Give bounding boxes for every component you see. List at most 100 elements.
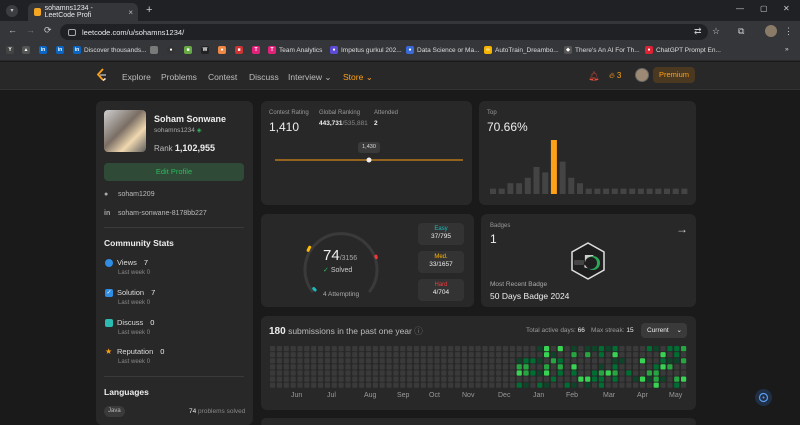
bookmark-chatgpt-prompt[interactable]: ● ChatGPT Prompt En... bbox=[645, 46, 721, 54]
bookmark-icon-2[interactable]: ▲ bbox=[22, 46, 30, 54]
heatmap-cell bbox=[352, 364, 358, 370]
nav-interview[interactable]: Interview ⌄ bbox=[288, 72, 332, 82]
month-label: Apr bbox=[637, 392, 648, 399]
forward-button[interactable]: → bbox=[26, 25, 35, 35]
new-tab-button[interactable]: + bbox=[146, 4, 153, 16]
site-info-icon[interactable] bbox=[68, 28, 76, 36]
bookmark-data-science[interactable]: ● Data Science or Ma... bbox=[406, 46, 480, 54]
heatmap-cell bbox=[667, 364, 673, 370]
leetcode-logo-icon[interactable] bbox=[95, 68, 107, 82]
nav-explore[interactable]: Explore bbox=[122, 72, 151, 82]
bookmark-icon-3[interactable]: in bbox=[39, 46, 47, 54]
recent-badge-label: Most Recent Badge bbox=[490, 281, 548, 288]
heatmap-cell bbox=[544, 382, 550, 388]
heatmap-cell bbox=[324, 346, 330, 352]
heatmap-cell bbox=[276, 376, 283, 382]
notification-bell-icon[interactable]: 🔔︎ bbox=[588, 71, 600, 81]
heatmap-cell bbox=[468, 376, 474, 382]
50-days-badge-icon[interactable]: 5 bbox=[570, 242, 606, 280]
rating-line-chart[interactable] bbox=[275, 154, 465, 166]
back-button[interactable]: ← bbox=[8, 25, 17, 35]
bookmark-icon-8[interactable]: ● bbox=[218, 46, 226, 54]
bookmark-star-icon[interactable]: ☆ bbox=[712, 26, 721, 36]
heatmap-cell bbox=[311, 370, 317, 376]
heatmap-cell bbox=[345, 376, 351, 382]
chat-help-button[interactable] bbox=[755, 389, 772, 406]
leetcode-favicon-icon bbox=[34, 8, 41, 16]
year-filter-dropdown[interactable]: Current ⌄ bbox=[641, 323, 687, 338]
heatmap-cell bbox=[646, 382, 652, 388]
heatmap-cell bbox=[331, 358, 337, 364]
more-bookmarks-icon[interactable]: » bbox=[785, 46, 789, 53]
heatmap-cell bbox=[454, 376, 461, 382]
heatmap-cell bbox=[660, 358, 666, 364]
heatmap-cell bbox=[413, 382, 420, 388]
bookmark-icon-9[interactable]: ■ bbox=[235, 46, 243, 54]
close-tab-icon[interactable]: × bbox=[128, 7, 133, 17]
heatmap-cell bbox=[372, 352, 378, 358]
heatmap-cell bbox=[365, 382, 372, 388]
heatmap-cell bbox=[420, 382, 426, 388]
heatmap-cell bbox=[338, 364, 344, 370]
chrome-menu-icon[interactable]: ⋮ bbox=[784, 26, 793, 36]
rating-histogram[interactable] bbox=[486, 140, 688, 196]
streak-counter[interactable]: 🔥︎ 3 bbox=[609, 71, 622, 80]
bookmark-ai-for-that[interactable]: ◆ There's An AI For Th... bbox=[564, 46, 640, 54]
nav-contest[interactable]: Contest bbox=[208, 72, 238, 82]
browser-profile-avatar[interactable] bbox=[765, 25, 777, 37]
address-bar[interactable]: leetcode.com/u/sohamns1234/ bbox=[60, 24, 708, 40]
bookmark-discover[interactable]: in Discover thousands... bbox=[73, 46, 147, 54]
nav-discuss[interactable]: Discuss bbox=[249, 72, 279, 82]
submission-heatmap[interactable] bbox=[270, 346, 688, 388]
heatmap-cell bbox=[304, 346, 310, 352]
heatmap-cell bbox=[454, 382, 461, 388]
bookmark-icon-1[interactable]: Y bbox=[6, 46, 14, 54]
histogram-bar bbox=[681, 188, 688, 194]
bookmark-impetus[interactable]: ● Impetus gurkul 202... bbox=[330, 46, 402, 54]
user-avatar[interactable] bbox=[635, 68, 649, 82]
histogram-bar bbox=[664, 188, 670, 194]
linkedin-link[interactable]: in soham-sonwane-8178bb227 bbox=[104, 210, 207, 217]
heatmap-cell bbox=[276, 358, 283, 364]
bookmark-autotrain[interactable]: ∞ AutoTrain_Dreambo... bbox=[484, 46, 559, 54]
solved-progress-ring[interactable] bbox=[297, 224, 385, 300]
bookmark-team-analytics[interactable]: T Team Analytics bbox=[268, 46, 322, 54]
github-bookmark-icon[interactable]: ● bbox=[167, 46, 175, 54]
heatmap-cell bbox=[639, 370, 646, 376]
nav-store[interactable]: Store ⌄ bbox=[343, 72, 373, 82]
bookmark-icon-4[interactable]: in bbox=[56, 46, 64, 54]
heatmap-cell bbox=[489, 364, 495, 370]
heatmap-cell bbox=[317, 364, 324, 370]
heatmap-cell bbox=[502, 376, 509, 382]
github-link[interactable]: ● soham1209 bbox=[104, 191, 155, 198]
arrow-right-icon[interactable]: → bbox=[676, 222, 688, 236]
bookmark-icon-6[interactable]: ■ bbox=[184, 46, 192, 54]
heatmap-cell bbox=[605, 346, 611, 352]
month-label: Sep bbox=[397, 392, 410, 399]
heatmap-cell bbox=[359, 364, 365, 370]
heatmap-cell bbox=[646, 346, 652, 352]
tab-search-button[interactable]: ▾ bbox=[6, 5, 18, 17]
browser-tab[interactable]: sohamns1234 - LeetCode Profi × bbox=[28, 3, 138, 21]
github-icon: ● bbox=[104, 191, 109, 198]
translate-icon[interactable]: ⇄ bbox=[694, 26, 702, 36]
close-window-button[interactable]: ✕ bbox=[783, 4, 790, 13]
minimize-button[interactable]: — bbox=[736, 4, 744, 13]
heatmap-cell bbox=[420, 346, 426, 352]
heatmap-cell bbox=[468, 352, 474, 358]
heatmap-cell bbox=[448, 346, 454, 352]
bookmark-icon-10[interactable]: T bbox=[252, 46, 260, 54]
reload-button[interactable]: ⟳ bbox=[44, 25, 52, 35]
heatmap-cell bbox=[681, 370, 687, 376]
month-label: Dec bbox=[498, 392, 511, 399]
heatmap-cell bbox=[324, 358, 330, 364]
nav-problems[interactable]: Problems bbox=[161, 72, 197, 82]
bookmark-icon-7[interactable]: W bbox=[201, 46, 209, 54]
bookmark-icon-5[interactable] bbox=[150, 46, 158, 54]
extensions-icon[interactable]: ⧉ bbox=[738, 26, 745, 36]
premium-button[interactable]: Premium bbox=[653, 67, 695, 83]
heatmap-cell bbox=[530, 364, 536, 370]
heatmap-cell bbox=[619, 358, 625, 364]
edit-profile-button[interactable]: Edit Profile bbox=[104, 163, 244, 181]
maximize-button[interactable]: ▢ bbox=[760, 4, 768, 13]
